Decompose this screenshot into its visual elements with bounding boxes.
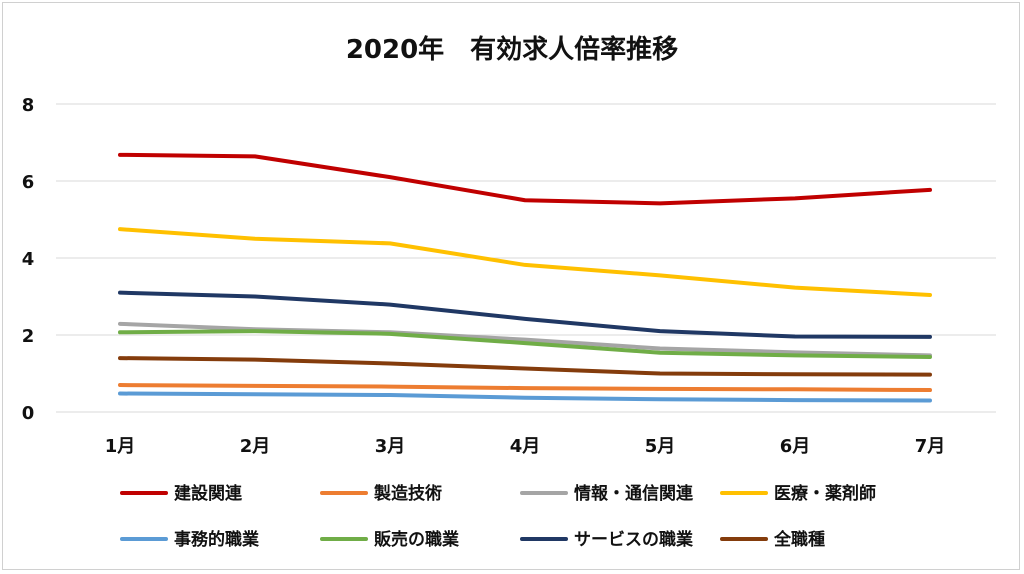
- y-axis-ticks: 0 2 4 6 8: [22, 95, 35, 424]
- y-tick-label: 0: [22, 403, 35, 424]
- legend-label: 情報・通信関連: [574, 483, 694, 504]
- legend-label: 製造技術: [373, 483, 442, 504]
- x-tick-label: 5月: [645, 436, 676, 457]
- series-line-1: [118, 383, 932, 393]
- gridlines: [56, 103, 996, 413]
- x-axis-ticks: 1月 2月 3月 4月 5月 6月 7月: [105, 436, 946, 457]
- legend-item: 情報・通信関連: [520, 483, 694, 504]
- legend-label: 医療・薬剤師: [774, 483, 876, 504]
- legend-label: 事務的職業: [174, 529, 259, 550]
- series-line-3: [118, 227, 932, 297]
- legend-label: サービスの職業: [574, 529, 693, 550]
- legend-item: 全職種: [720, 529, 825, 550]
- x-tick-label: 4月: [510, 436, 541, 457]
- legend-label: 販売の職業: [374, 529, 459, 550]
- series-line-5: [118, 329, 932, 359]
- series-line-4: [118, 391, 932, 403]
- x-tick-label: 1月: [105, 436, 136, 457]
- chart-title: 2020年 有効求人倍率推移: [346, 34, 678, 65]
- legend-label: 全職種: [773, 529, 825, 550]
- legend-item: 販売の職業: [320, 529, 459, 550]
- series-line-6: [118, 290, 932, 339]
- series-line-0: [118, 152, 932, 206]
- series-line-7: [118, 356, 932, 377]
- x-tick-label: 7月: [915, 436, 946, 457]
- legend-item: サービスの職業: [520, 529, 693, 550]
- x-tick-label: 3月: [375, 436, 406, 457]
- y-tick-label: 4: [22, 249, 35, 270]
- y-tick-label: 8: [22, 95, 35, 116]
- x-tick-label: 2月: [240, 436, 271, 457]
- series-line-2: [118, 321, 932, 358]
- y-tick-label: 6: [22, 172, 35, 193]
- y-tick-label: 2: [22, 326, 35, 347]
- legend-item: 医療・薬剤師: [720, 483, 876, 504]
- legend-label: 建設関連: [174, 483, 243, 504]
- series-lines: [118, 152, 932, 403]
- legend-item: 製造技術: [320, 483, 442, 504]
- legend-item: 事務的職業: [120, 529, 259, 550]
- x-tick-label: 6月: [780, 436, 811, 457]
- legend-item: 建設関連: [120, 483, 243, 504]
